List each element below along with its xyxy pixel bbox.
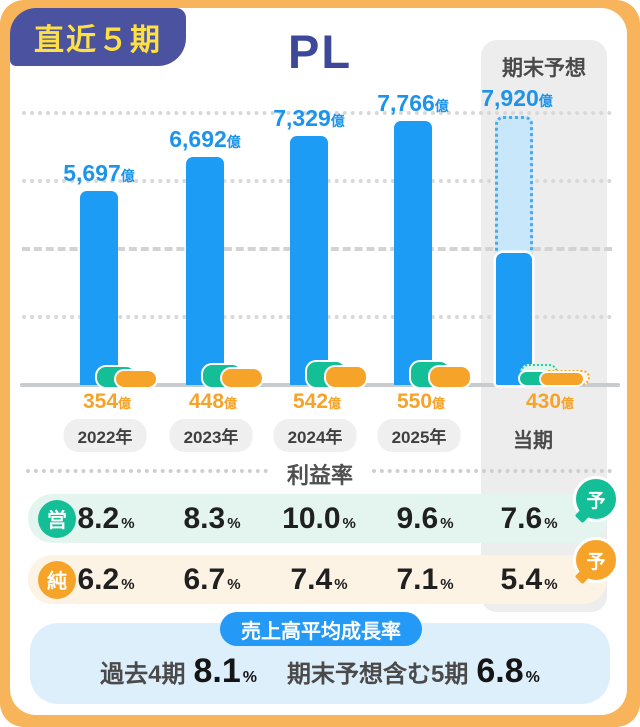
- category-label-current: 当期: [513, 430, 553, 452]
- unit-suffix: 億: [432, 396, 446, 411]
- unit-suffix: 億: [434, 97, 449, 114]
- percent-symbol: %: [525, 668, 540, 686]
- revenue-bar-2023年: [186, 157, 224, 385]
- unit-suffix: 億: [120, 168, 135, 185]
- net-profit-value-label-2025年: 550億: [396, 390, 446, 413]
- net-profit-achieved-pill: [541, 373, 583, 385]
- category-label-2022年: 2022年: [63, 419, 147, 452]
- growth-stat-incl-forecast-label: 期末予想含む5期: [287, 660, 469, 688]
- revenue-value-label-2024年: 7,329億: [273, 104, 345, 131]
- margin-value-net-4: 5.4%: [500, 562, 558, 596]
- revenue-bar-2022年: [80, 191, 118, 385]
- margin-value-op-2: 10.0%: [282, 501, 356, 535]
- unit-suffix: 億: [118, 396, 132, 411]
- net-profit-value-label-2023年: 448億: [188, 390, 238, 413]
- net-profit-pill-2022年: [116, 370, 156, 387]
- revenue-value-label-2023年: 6,692億: [169, 126, 241, 153]
- growth-stat-past-value: 8.1: [193, 651, 241, 690]
- margin-value-net-0: 6.2%: [77, 562, 135, 596]
- recent-periods-badge: 直近５期: [10, 8, 186, 66]
- dotted-rule-right: [372, 469, 612, 473]
- margin-value-op-1: 8.3%: [183, 501, 241, 535]
- growth-rate-stats: 過去4期 8.1 % 期末予想含む5期 6.8 %: [30, 646, 610, 696]
- percent-symbol: %: [242, 668, 257, 686]
- unit-suffix: 億: [538, 92, 553, 109]
- net-profit-pill-2024年: [326, 367, 366, 387]
- recent-periods-badge-label: 直近５期: [34, 24, 162, 57]
- margin-value-net-2: 7.4%: [290, 562, 348, 596]
- revenue-achieved-bar: [496, 253, 532, 385]
- margin-value-op-0: 8.2%: [77, 501, 135, 535]
- gridline-8000: [22, 111, 612, 115]
- revenue-value-label-2022年: 5,697億: [63, 160, 135, 187]
- margin-row-badge-net: 純: [38, 560, 76, 599]
- dotted-rule-left: [26, 469, 268, 473]
- profit-margin-section-title: 利益率: [286, 463, 353, 488]
- unit-suffix: 億: [328, 396, 342, 411]
- growth-stat-past-label: 過去4期: [100, 660, 186, 688]
- revenue-bar-2024年: [290, 135, 328, 385]
- growth-stat-incl-forecast-value: 6.8: [476, 651, 524, 690]
- margin-row-badge-op: 営: [38, 499, 76, 538]
- margin-row-net: 純 6.2% 6.7% 7.4% 7.1% 5.4%: [28, 555, 607, 604]
- net-profit-pill-2025年: [430, 367, 470, 387]
- forecast-badge-op: 予: [573, 476, 619, 522]
- revenue-value-label-当期: 7,920億: [481, 84, 553, 111]
- category-label-2024年: 2024年: [273, 419, 357, 452]
- forecast-column-header: 期末予想: [502, 57, 586, 80]
- margin-value-op-4: 7.6%: [500, 501, 558, 535]
- category-label-2025年: 2025年: [377, 419, 461, 452]
- category-label-2023年: 2023年: [169, 419, 253, 452]
- page-title: PL: [287, 25, 353, 78]
- unit-suffix: 億: [561, 396, 575, 411]
- margin-value-op-3: 9.6%: [396, 501, 454, 535]
- revenue-value-label-2025年: 7,766億: [377, 89, 449, 116]
- growth-rate-title: 売上高平均成長率: [241, 620, 401, 643]
- unit-suffix: 億: [226, 134, 241, 151]
- net-profit-value-label-2024年: 542億: [292, 390, 342, 413]
- unit-suffix: 億: [224, 396, 238, 411]
- net-profit-value-label-当期: 430億: [525, 390, 575, 413]
- growth-stat-past: 過去4期 8.1 %: [100, 652, 257, 691]
- forecast-badge-net: 予: [573, 537, 619, 583]
- margin-value-net-1: 6.7%: [183, 562, 241, 596]
- revenue-bar-2025年: [394, 120, 432, 385]
- net-profit-value-label-2022年: 354億: [82, 390, 132, 413]
- growth-rate-title-pill: 売上高平均成長率: [220, 612, 422, 646]
- revenue-forecast-bar: [495, 115, 533, 259]
- unit-suffix: 億: [330, 112, 345, 129]
- net-profit-pill-2023年: [222, 368, 262, 387]
- margin-value-net-3: 7.1%: [396, 562, 454, 596]
- margin-row-op: 営 8.2% 8.3% 10.0% 9.6% 7.6%: [28, 494, 607, 543]
- growth-stat-incl-forecast: 期末予想含む5期 6.8 %: [287, 652, 540, 691]
